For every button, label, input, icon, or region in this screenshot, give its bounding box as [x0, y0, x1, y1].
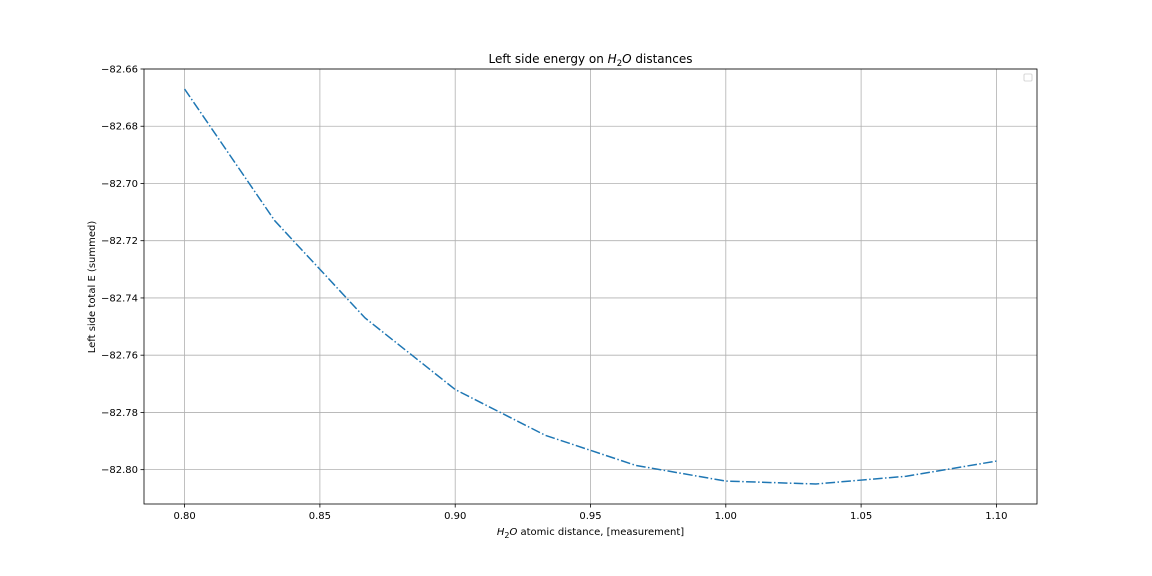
x-tick-label: 0.85	[309, 511, 331, 522]
x-tick-label: 0.95	[579, 511, 601, 522]
series-layer	[183, 88, 997, 485]
chart-title: Left side energy on H2O distances	[488, 52, 692, 69]
y-tick-label: −82.74	[101, 293, 138, 304]
x-tick-label: 0.80	[173, 511, 195, 522]
x-tick-label: 0.90	[444, 511, 466, 522]
y-tick-label: −82.68	[101, 122, 138, 133]
y-tick-label: −82.72	[101, 236, 138, 247]
x-tick-label: 1.00	[715, 511, 737, 522]
x-tick-label: 1.05	[850, 511, 872, 522]
x-tick-label: 1.10	[985, 511, 1007, 522]
y-tick-label: −82.78	[101, 408, 138, 419]
y-axis-label: Left side total E (summed)	[87, 221, 98, 354]
x-axis-label: H2O atomic distance, [measurement]	[497, 527, 684, 540]
axis-ticks: 0.80 0.85 0.90 0.95 1.00 1.05 1.10 −82.66 −82.68…	[101, 65, 1008, 523]
grid-lines	[144, 68, 1037, 504]
y-tick-label: −82.66	[101, 65, 138, 76]
y-tick-label: −82.80	[101, 465, 138, 476]
y-tick-label: −82.70	[101, 179, 138, 190]
legend-box	[1023, 73, 1033, 82]
series-line	[183, 88, 997, 485]
y-tick-label: −82.76	[101, 351, 138, 362]
